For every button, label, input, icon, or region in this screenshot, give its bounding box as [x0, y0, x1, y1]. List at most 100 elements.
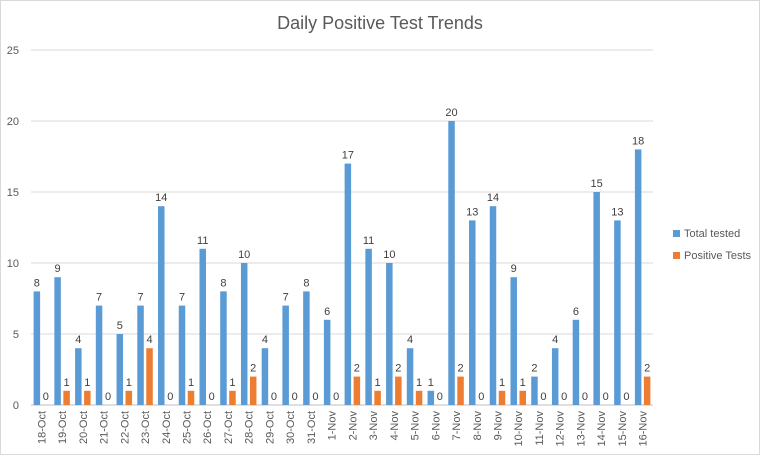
y-tick-label: 5	[13, 329, 19, 341]
x-tick-label: 3-Nov	[368, 411, 380, 441]
x-tick-label: 6-Nov	[430, 411, 442, 441]
bar-total-tested	[116, 334, 124, 405]
bar-total-tested	[634, 149, 642, 405]
data-label: 7	[137, 292, 143, 304]
data-label: 0	[561, 391, 567, 403]
data-label: 1	[64, 377, 70, 389]
x-tick-label: 29-Oct	[264, 411, 276, 444]
data-label: 1	[84, 377, 90, 389]
data-label: 1	[188, 377, 194, 389]
data-label: 0	[209, 391, 215, 403]
data-label: 7	[283, 292, 289, 304]
data-label: 9	[55, 263, 61, 275]
data-label: 8	[303, 277, 309, 289]
data-label: 2	[457, 363, 463, 375]
bar-total-tested	[199, 248, 206, 405]
bar-positive-tests	[146, 348, 153, 405]
data-label: 1	[375, 377, 381, 389]
bar-total-tested	[614, 220, 621, 405]
data-label: 8	[34, 277, 40, 289]
bar-total-tested	[365, 248, 372, 405]
bar-total-tested	[261, 348, 269, 405]
bar-total-tested	[344, 163, 352, 405]
bar-positive-tests	[374, 390, 381, 405]
bar-total-tested	[33, 291, 41, 405]
bar-total-tested	[572, 319, 580, 405]
x-tick-label: 22-Oct	[119, 411, 131, 444]
x-tick-label: 18-Oct	[36, 411, 48, 444]
data-label: 4	[407, 334, 413, 346]
bar-total-tested	[489, 206, 497, 405]
x-tick-label: 4-Nov	[389, 411, 401, 441]
data-label: 0	[437, 391, 443, 403]
bar-total-tested	[551, 348, 559, 405]
bar-total-tested	[510, 277, 517, 405]
data-label: 6	[573, 306, 579, 318]
data-label: 1	[126, 377, 132, 389]
data-label: 0	[333, 391, 339, 403]
bar-total-tested	[469, 220, 476, 405]
bar-total-tested	[282, 305, 289, 405]
data-label: 2	[395, 363, 401, 375]
bar-total-tested	[323, 319, 331, 405]
x-tick-label: 20-Oct	[78, 411, 90, 444]
legend: Total tested Positive Tests	[673, 228, 752, 262]
x-tick-label: 21-Oct	[99, 411, 111, 444]
bar-positive-tests	[125, 390, 133, 405]
bar-positive-tests	[187, 390, 195, 405]
data-label: 4	[552, 334, 558, 346]
data-label: 4	[262, 334, 268, 346]
data-label: 13	[466, 206, 478, 218]
data-label: 0	[43, 391, 49, 403]
x-tick-label: 12-Nov	[555, 411, 567, 447]
data-label: 6	[324, 306, 330, 318]
x-tick-label: 8-Nov	[472, 411, 484, 441]
y-tick-label: 20	[7, 116, 19, 128]
data-label: 10	[238, 249, 250, 261]
x-tick-label: 19-Oct	[57, 411, 69, 444]
data-label: 14	[155, 192, 167, 204]
x-tick-label: 9-Nov	[493, 411, 505, 441]
data-label: 1	[499, 377, 505, 389]
x-axis-ticks: 18-Oct 19-Oct 20-Oct 21-Oct 22-Oct 23-Oct 24-O…	[36, 411, 649, 447]
bar-total-tested	[427, 390, 435, 405]
data-label: 1	[416, 377, 422, 389]
data-label: 20	[445, 107, 457, 119]
data-label: 0	[478, 391, 484, 403]
chart-title: Daily Positive Test Trends	[277, 13, 483, 33]
bar-total-tested	[158, 206, 165, 405]
y-tick-label: 25	[7, 45, 19, 57]
gridlines	[31, 49, 653, 406]
data-label: 8	[220, 277, 226, 289]
x-tick-label: 15-Nov	[617, 411, 629, 447]
data-label: 0	[167, 391, 173, 403]
data-label: 7	[179, 292, 185, 304]
x-tick-label: 24-Oct	[161, 411, 173, 444]
y-tick-label: 15	[7, 187, 19, 199]
data-label: 0	[603, 391, 609, 403]
data-label: 2	[644, 363, 650, 375]
data-label: 0	[271, 391, 277, 403]
data-label: 14	[487, 192, 499, 204]
data-label: 0	[312, 391, 318, 403]
bar-total-tested	[137, 305, 144, 405]
x-tick-label: 13-Nov	[575, 411, 587, 447]
data-label: 1	[229, 377, 235, 389]
bar-positive-tests	[84, 390, 91, 405]
bar-positive-tests	[415, 390, 423, 405]
x-tick-label: 7-Nov	[451, 411, 463, 441]
x-tick-label: 10-Nov	[513, 411, 525, 447]
x-tick-label: 28-Oct	[244, 411, 256, 444]
data-label: 15	[591, 178, 603, 190]
data-label: 4	[75, 334, 81, 346]
data-label: 2	[250, 363, 256, 375]
x-tick-label: 1-Nov	[327, 411, 339, 441]
data-label: 2	[354, 363, 360, 375]
data-label: 7	[96, 292, 102, 304]
data-label: 18	[632, 135, 644, 147]
data-label: 10	[383, 249, 395, 261]
bar-total-tested	[531, 376, 538, 405]
legend-swatch	[673, 230, 680, 237]
bar-total-tested	[303, 291, 310, 405]
